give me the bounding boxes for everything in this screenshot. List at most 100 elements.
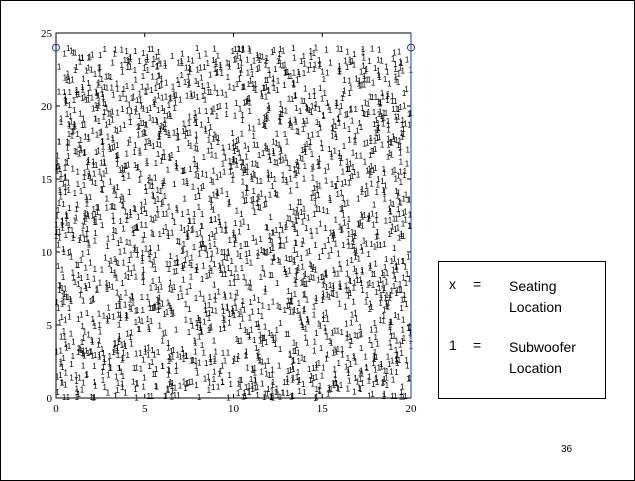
subwoofer-marker: 1 (164, 92, 169, 101)
subwoofer-marker: 1 (312, 303, 317, 312)
subwoofer-marker: 1 (255, 65, 260, 74)
subwoofer-marker: 1 (278, 241, 283, 250)
subwoofer-marker: 1 (250, 382, 255, 391)
subwoofer-marker: 1 (301, 117, 306, 126)
subwoofer-marker: 1 (394, 136, 399, 145)
subwoofer-marker: 1 (382, 168, 387, 177)
subwoofer-marker: 1 (103, 383, 108, 392)
subwoofer-marker: 1 (192, 116, 197, 125)
subwoofer-marker: 1 (369, 180, 374, 189)
subwoofer-marker: 1 (310, 131, 315, 140)
subwoofer-marker: 1 (91, 127, 96, 136)
subwoofer-marker: 1 (185, 129, 190, 138)
subwoofer-marker: 1 (211, 56, 216, 65)
subwoofer-marker: 1 (80, 83, 85, 92)
subwoofer-marker: 1 (163, 392, 168, 401)
subwoofer-marker: 1 (396, 189, 401, 198)
subwoofer-marker: 1 (185, 177, 190, 186)
subwoofer-marker: 1 (288, 164, 293, 173)
subwoofer-marker: 1 (271, 149, 276, 158)
subwoofer-marker: 1 (153, 84, 158, 93)
subwoofer-marker: 1 (235, 161, 240, 170)
subwoofer-marker: 1 (180, 292, 185, 301)
subwoofer-marker: 1 (124, 47, 129, 56)
subwoofer-marker: 1 (101, 113, 106, 122)
subwoofer-marker: 1 (244, 97, 249, 106)
subwoofer-marker: 1 (241, 45, 246, 54)
subwoofer-marker: 1 (367, 391, 372, 400)
subwoofer-marker: 1 (365, 167, 370, 176)
subwoofer-marker: 1 (203, 126, 208, 135)
subwoofer-marker: 1 (322, 277, 327, 286)
subwoofer-marker: 1 (67, 204, 72, 213)
subwoofer-marker: 1 (290, 122, 295, 131)
subwoofer-marker: 1 (275, 190, 280, 199)
subwoofer-marker: 1 (385, 291, 390, 300)
subwoofer-marker: 1 (181, 355, 186, 364)
subwoofer-marker: 1 (112, 142, 117, 151)
subwoofer-marker: 1 (348, 58, 353, 67)
subwoofer-marker: 1 (401, 325, 406, 334)
subwoofer-marker: 1 (235, 288, 240, 297)
subwoofer-marker: 1 (80, 53, 85, 62)
subwoofer-marker: 1 (250, 175, 255, 184)
subwoofer-marker: 1 (252, 364, 257, 373)
subwoofer-marker: 1 (220, 270, 225, 279)
subwoofer-marker: 1 (407, 195, 412, 204)
subwoofer-marker: 1 (152, 55, 157, 64)
subwoofer-marker: 1 (86, 96, 91, 105)
subwoofer-marker: 1 (348, 159, 353, 168)
subwoofer-marker: 1 (154, 283, 159, 292)
subwoofer-marker: 1 (338, 223, 343, 232)
subwoofer-marker: 1 (406, 324, 411, 333)
subwoofer-marker: 1 (379, 291, 384, 300)
subwoofer-marker: 1 (141, 104, 146, 113)
subwoofer-marker: 1 (124, 95, 129, 104)
subwoofer-marker: 1 (71, 234, 76, 243)
subwoofer-marker: 1 (72, 106, 77, 115)
subwoofer-marker: 1 (352, 232, 357, 241)
subwoofer-marker: 1 (394, 76, 399, 85)
subwoofer-marker: 1 (260, 380, 265, 389)
subwoofer-marker: 1 (241, 82, 246, 91)
subwoofer-marker: 1 (146, 351, 151, 360)
subwoofer-marker: 1 (292, 53, 297, 62)
subwoofer-marker: 1 (301, 218, 306, 227)
subwoofer-marker: 1 (123, 389, 128, 398)
subwoofer-marker: 1 (115, 141, 120, 150)
subwoofer-marker: 1 (377, 71, 382, 80)
subwoofer-marker: 1 (190, 56, 195, 65)
subwoofer-marker: 1 (96, 102, 101, 111)
subwoofer-marker: 1 (64, 292, 69, 301)
subwoofer-marker: 1 (379, 56, 384, 65)
subwoofer-marker: 1 (374, 188, 379, 197)
subwoofer-marker: 1 (148, 182, 153, 191)
subwoofer-marker: 1 (236, 62, 241, 71)
subwoofer-marker: 1 (70, 132, 75, 141)
subwoofer-marker: 1 (83, 133, 88, 142)
subwoofer-marker: 1 (329, 385, 334, 394)
subwoofer-marker: 1 (155, 296, 160, 305)
subwoofer-marker: 1 (93, 322, 98, 331)
subwoofer-marker: 1 (124, 162, 129, 171)
subwoofer-marker: 1 (138, 90, 143, 99)
subwoofer-marker: 1 (58, 188, 63, 197)
subwoofer-marker: 1 (322, 75, 327, 84)
subwoofer-marker: 1 (245, 240, 250, 249)
subwoofer-marker: 1 (167, 152, 172, 161)
subwoofer-marker: 1 (350, 228, 355, 237)
subwoofer-marker: 1 (253, 377, 258, 386)
subwoofer-marker: 1 (302, 97, 307, 106)
subwoofer-marker: 1 (399, 392, 404, 401)
subwoofer-marker: 1 (322, 89, 327, 98)
subwoofer-marker: 1 (120, 170, 125, 179)
subwoofer-marker: 1 (325, 69, 330, 78)
subwoofer-marker: 1 (266, 385, 271, 394)
subwoofer-marker: 1 (333, 182, 338, 191)
subwoofer-marker: 1 (283, 61, 288, 70)
subwoofer-marker: 1 (128, 135, 133, 144)
subwoofer-marker: 1 (242, 197, 247, 206)
subwoofer-marker: 1 (60, 220, 65, 229)
subwoofer-marker: 1 (92, 378, 97, 387)
subwoofer-marker: 1 (358, 385, 363, 394)
